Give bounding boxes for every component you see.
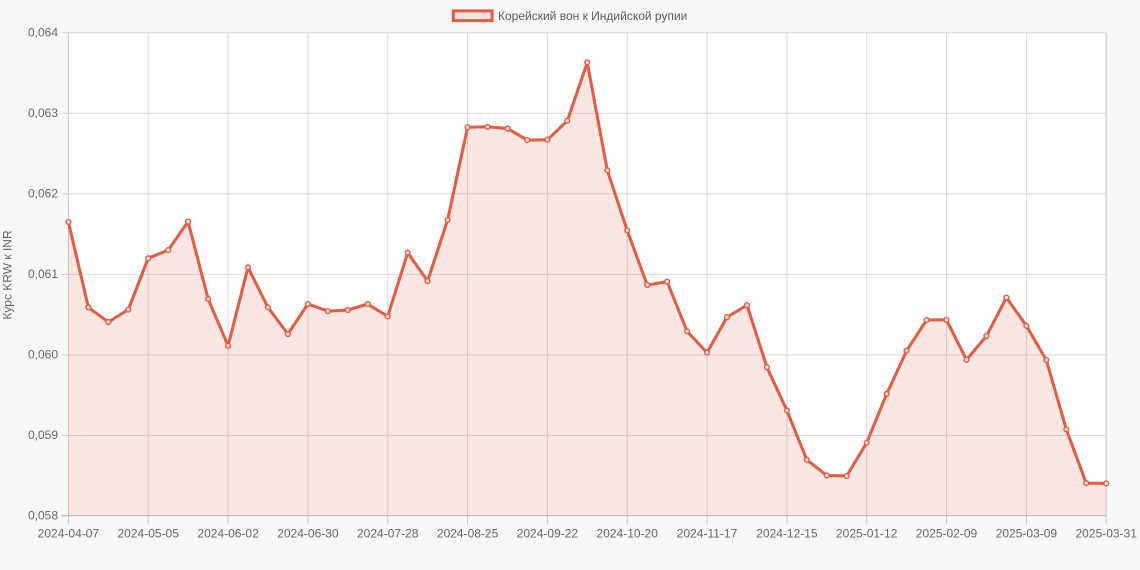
svg-text:2025-03-09: 2025-03-09 — [996, 526, 1058, 540]
svg-text:2024-06-02: 2024-06-02 — [197, 526, 259, 540]
svg-text:0,060: 0,060 — [28, 348, 58, 362]
svg-text:0,062: 0,062 — [28, 186, 58, 200]
svg-text:2025-01-12: 2025-01-12 — [836, 526, 898, 540]
svg-text:2024-12-15: 2024-12-15 — [756, 526, 818, 540]
svg-text:2024-06-30: 2024-06-30 — [277, 526, 339, 540]
svg-text:Курс KRW к INR: Курс KRW к INR — [0, 230, 14, 320]
svg-text:2024-11-17: 2024-11-17 — [677, 526, 738, 540]
svg-text:2024-07-28: 2024-07-28 — [357, 526, 419, 540]
svg-text:2025-03-31: 2025-03-31 — [1076, 526, 1138, 540]
svg-text:2024-04-07: 2024-04-07 — [38, 526, 100, 540]
svg-text:0,058: 0,058 — [28, 509, 58, 523]
svg-text:0,061: 0,061 — [28, 267, 58, 281]
svg-text:2024-09-22: 2024-09-22 — [517, 526, 579, 540]
svg-text:2024-10-20: 2024-10-20 — [597, 526, 659, 540]
svg-text:2025-02-09: 2025-02-09 — [916, 526, 978, 540]
svg-text:0,063: 0,063 — [28, 106, 58, 120]
svg-text:2024-05-05: 2024-05-05 — [118, 526, 180, 540]
svg-text:0,064: 0,064 — [28, 25, 58, 39]
svg-text:2024-08-25: 2024-08-25 — [437, 526, 499, 540]
svg-text:Корейский вон к Индийской рупи: Корейский вон к Индийской рупии — [498, 9, 687, 23]
svg-text:0,059: 0,059 — [28, 428, 58, 442]
